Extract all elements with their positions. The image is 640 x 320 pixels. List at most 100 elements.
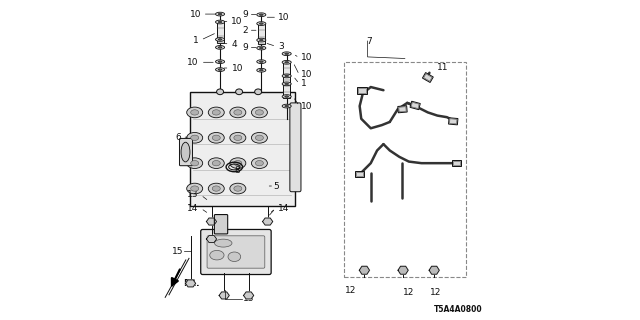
Ellipse shape: [282, 95, 291, 99]
Ellipse shape: [214, 239, 232, 247]
Bar: [424, 74, 432, 81]
Bar: [344, 62, 466, 277]
Ellipse shape: [285, 75, 289, 77]
Ellipse shape: [234, 110, 242, 115]
Ellipse shape: [252, 158, 268, 169]
Ellipse shape: [212, 135, 220, 140]
Polygon shape: [359, 266, 369, 274]
Text: 5: 5: [273, 181, 279, 190]
Ellipse shape: [259, 47, 263, 49]
Bar: [355, 171, 364, 178]
Bar: [453, 161, 460, 165]
Ellipse shape: [191, 110, 198, 115]
Ellipse shape: [212, 186, 220, 191]
Ellipse shape: [259, 23, 263, 24]
Bar: [452, 160, 461, 166]
Ellipse shape: [257, 60, 266, 63]
Ellipse shape: [187, 183, 203, 194]
Polygon shape: [207, 236, 216, 243]
Text: FR.: FR.: [184, 279, 200, 288]
FancyBboxPatch shape: [290, 103, 301, 192]
Ellipse shape: [216, 12, 225, 16]
Polygon shape: [207, 218, 216, 225]
Ellipse shape: [216, 60, 225, 63]
Text: 8: 8: [234, 166, 240, 175]
Text: 15: 15: [172, 247, 183, 256]
Bar: [358, 88, 365, 93]
Ellipse shape: [285, 105, 289, 107]
Ellipse shape: [255, 161, 264, 166]
Polygon shape: [244, 292, 253, 299]
Bar: [258, 24, 265, 44]
Bar: [357, 87, 367, 94]
Text: 10: 10: [188, 58, 199, 67]
Bar: [284, 62, 290, 98]
Ellipse shape: [259, 14, 263, 15]
Bar: [422, 73, 433, 83]
Ellipse shape: [230, 132, 246, 143]
Ellipse shape: [187, 107, 203, 118]
Ellipse shape: [255, 135, 264, 140]
FancyBboxPatch shape: [201, 229, 271, 275]
Ellipse shape: [218, 61, 222, 62]
Ellipse shape: [234, 186, 242, 191]
Text: 11: 11: [436, 63, 448, 72]
Ellipse shape: [208, 132, 224, 143]
Bar: [398, 106, 407, 113]
FancyBboxPatch shape: [207, 236, 265, 268]
Text: 1: 1: [301, 79, 307, 88]
Ellipse shape: [255, 110, 264, 115]
Ellipse shape: [257, 68, 266, 72]
Ellipse shape: [218, 13, 222, 15]
Bar: [356, 172, 363, 177]
Ellipse shape: [285, 53, 289, 54]
Bar: [449, 119, 457, 124]
Text: 10: 10: [301, 70, 312, 79]
Text: 10: 10: [301, 53, 312, 62]
Ellipse shape: [230, 107, 246, 118]
Ellipse shape: [191, 161, 198, 166]
Ellipse shape: [259, 39, 263, 41]
Ellipse shape: [285, 96, 289, 97]
Ellipse shape: [191, 186, 198, 191]
Polygon shape: [262, 218, 273, 225]
Ellipse shape: [255, 89, 262, 95]
Ellipse shape: [282, 104, 291, 108]
Text: 1: 1: [193, 36, 199, 44]
Ellipse shape: [285, 61, 289, 63]
Ellipse shape: [216, 68, 225, 71]
Ellipse shape: [187, 132, 203, 143]
Text: 3: 3: [278, 42, 284, 51]
Text: 10: 10: [232, 63, 243, 73]
Ellipse shape: [216, 89, 223, 95]
Text: 6: 6: [175, 133, 181, 142]
Ellipse shape: [218, 47, 222, 48]
Text: 9: 9: [242, 43, 248, 52]
Ellipse shape: [212, 110, 220, 115]
Ellipse shape: [230, 183, 246, 194]
Text: 13: 13: [188, 190, 199, 199]
Ellipse shape: [218, 39, 222, 40]
Text: 7: 7: [366, 36, 372, 45]
Ellipse shape: [208, 183, 224, 194]
Polygon shape: [219, 292, 229, 299]
Ellipse shape: [208, 158, 224, 169]
Ellipse shape: [282, 74, 291, 78]
Text: 12: 12: [403, 288, 414, 297]
Ellipse shape: [282, 82, 291, 86]
Ellipse shape: [208, 107, 224, 118]
Ellipse shape: [259, 69, 263, 71]
Text: T5A4A0800: T5A4A0800: [434, 305, 483, 314]
Ellipse shape: [257, 22, 266, 26]
Ellipse shape: [257, 46, 266, 50]
Text: 12: 12: [430, 288, 442, 297]
Ellipse shape: [216, 37, 225, 41]
Ellipse shape: [234, 135, 242, 140]
Text: 10: 10: [278, 13, 290, 22]
Polygon shape: [186, 280, 196, 287]
Ellipse shape: [218, 21, 222, 23]
Text: 9: 9: [242, 10, 248, 19]
Polygon shape: [398, 266, 408, 274]
Text: 2: 2: [242, 26, 248, 35]
Ellipse shape: [285, 83, 289, 84]
